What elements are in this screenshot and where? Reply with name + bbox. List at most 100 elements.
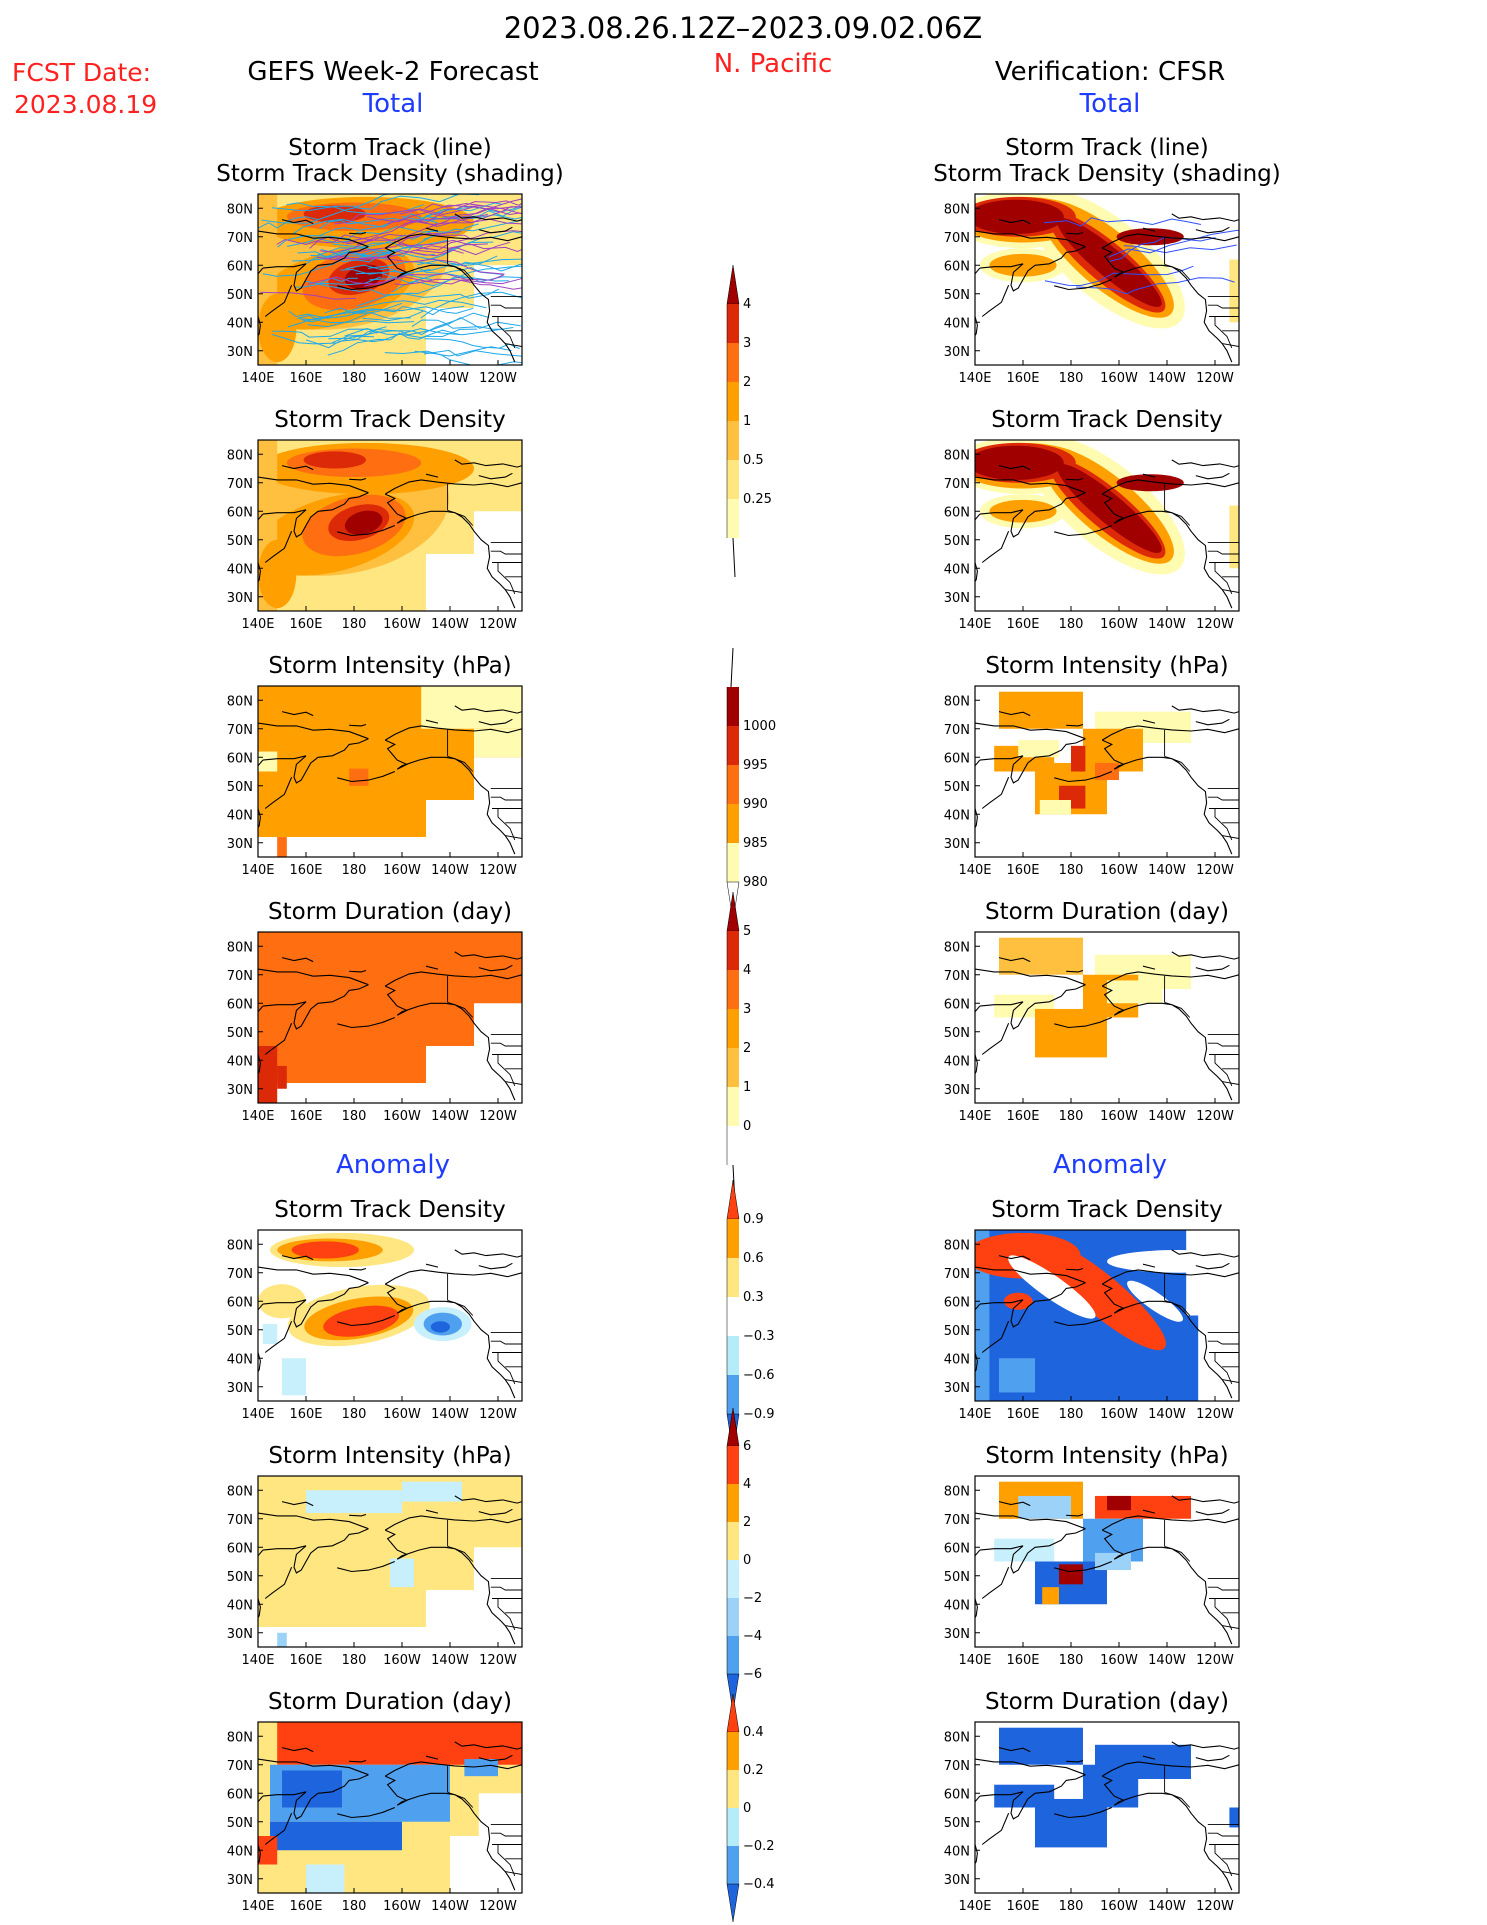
coastline (384, 493, 516, 609)
lon-tick-label: 160E (1006, 1109, 1039, 1124)
grid-cell (1229, 505, 1239, 569)
coastline (281, 711, 314, 717)
lat-tick-label: 30N (944, 1083, 970, 1098)
coastline (478, 964, 513, 972)
coastline (979, 246, 1086, 292)
political-border (1207, 1042, 1239, 1047)
coastline (264, 530, 293, 563)
coastline (281, 1747, 314, 1753)
grid-cell (999, 937, 1083, 975)
shade-region (258, 293, 297, 363)
coastline (454, 459, 522, 468)
storm-track-line (401, 206, 522, 229)
coastline (258, 759, 264, 767)
grid-cell (994, 1538, 1055, 1562)
map-panel: Storm Duration (day) 140E 160E 180 160W 140W 1… (944, 899, 1240, 1124)
grid-cell (1083, 1764, 1139, 1808)
colorbar-anom_intensity: 6 4 2 0 −2 −4 −6 (726, 1407, 762, 1713)
coastline (1101, 1269, 1239, 1285)
colorbar-label: 990 (743, 797, 768, 812)
grid-cell (474, 511, 522, 611)
coastline (384, 233, 522, 249)
lon-tick-label: 140E (958, 1407, 991, 1422)
grid-cell (1107, 980, 1163, 1004)
lat-tick-label: 40N (227, 316, 253, 331)
storm-track-line (1043, 217, 1202, 227)
storm-track-line (356, 230, 522, 251)
fcst-date-value: 2023.08.19 (14, 90, 157, 119)
storm-track-line (271, 194, 457, 211)
panel-title: Storm Track (line) (288, 135, 491, 161)
map-panel: Storm Duration (day) 140E 160E 180 160W 140W 1… (227, 1689, 523, 1914)
lat-tick-label: 80N (944, 1238, 970, 1253)
map-frame (257, 1229, 523, 1402)
map-panel: Storm Intensity (hPa) 140E 160E 180 160W 140W… (227, 1443, 523, 1668)
lon-tick-label: 160E (289, 1653, 322, 1668)
coastline (975, 759, 981, 767)
political-border (1164, 1791, 1191, 1808)
colorbar-label: −0.4 (743, 1877, 775, 1892)
lat-tick-label: 30N (227, 345, 253, 360)
coastline (979, 984, 1086, 1030)
coastline (384, 1775, 516, 1891)
map-frame (974, 1475, 1240, 1648)
colorbar-label: 0 (743, 1119, 751, 1134)
political-border (1164, 1545, 1191, 1562)
coastline (281, 1255, 314, 1261)
lat-tick-label: 60N (944, 505, 970, 520)
colorbar-segment (727, 1048, 739, 1087)
panel-title: Storm Track Density (shading) (216, 161, 563, 187)
political-border (1222, 1081, 1239, 1085)
coastline (258, 1758, 369, 1776)
colorbar-cap (730, 647, 734, 688)
political-border (490, 304, 522, 309)
grid-cell (1186, 1230, 1239, 1316)
panel-title: Storm Intensity (hPa) (268, 1443, 511, 1469)
coastline (258, 513, 264, 521)
lat-tick-label: 60N (227, 751, 253, 766)
storm-track-line (334, 230, 462, 261)
coastline (262, 984, 369, 1030)
coastline (975, 476, 1086, 494)
coastline (1101, 1515, 1239, 1531)
political-border (1222, 589, 1239, 593)
lon-tick-label: 120W (1196, 617, 1234, 632)
region-title: N. Pacific (714, 49, 833, 79)
lon-tick-label: 120W (1196, 863, 1234, 878)
colorbar-label: 0 (743, 1553, 751, 1568)
coastline (425, 1755, 439, 1760)
political-border (447, 1545, 474, 1562)
lat-tick-label: 40N (944, 808, 970, 823)
coastline (337, 1314, 396, 1327)
map-field (975, 1230, 1239, 1401)
lat-tick-label: 50N (227, 1816, 253, 1831)
grid-cell (999, 691, 1083, 729)
political-border (1214, 1844, 1233, 1877)
lon-tick-label: 160E (1006, 863, 1039, 878)
colorbar-segment (727, 1126, 739, 1165)
map-field (258, 194, 522, 365)
map-field (258, 1476, 522, 1647)
lon-tick-label: 120W (479, 371, 517, 386)
colorbar-label: −6 (743, 1667, 762, 1682)
coastline (258, 968, 369, 986)
coastline (979, 1528, 1086, 1574)
coastline (425, 227, 439, 232)
map-frame (974, 1229, 1240, 1402)
coastline (1142, 1263, 1156, 1268)
colorbar-segment (727, 931, 739, 970)
lon-tick-label: 140W (1148, 1899, 1186, 1914)
lon-tick-label: 140E (241, 1653, 274, 1668)
map-frame (974, 439, 1240, 612)
coastline (454, 1249, 522, 1258)
storm-track-line (260, 291, 357, 300)
coastline (337, 278, 396, 291)
lon-tick-label: 160E (289, 863, 322, 878)
political-border (1164, 1001, 1191, 1018)
coastline (1101, 1529, 1233, 1645)
colorbar-label: −2 (743, 1591, 762, 1606)
coastline (454, 705, 522, 714)
lat-tick-label: 40N (227, 1054, 253, 1069)
colorbar-label: −0.3 (743, 1329, 775, 1344)
